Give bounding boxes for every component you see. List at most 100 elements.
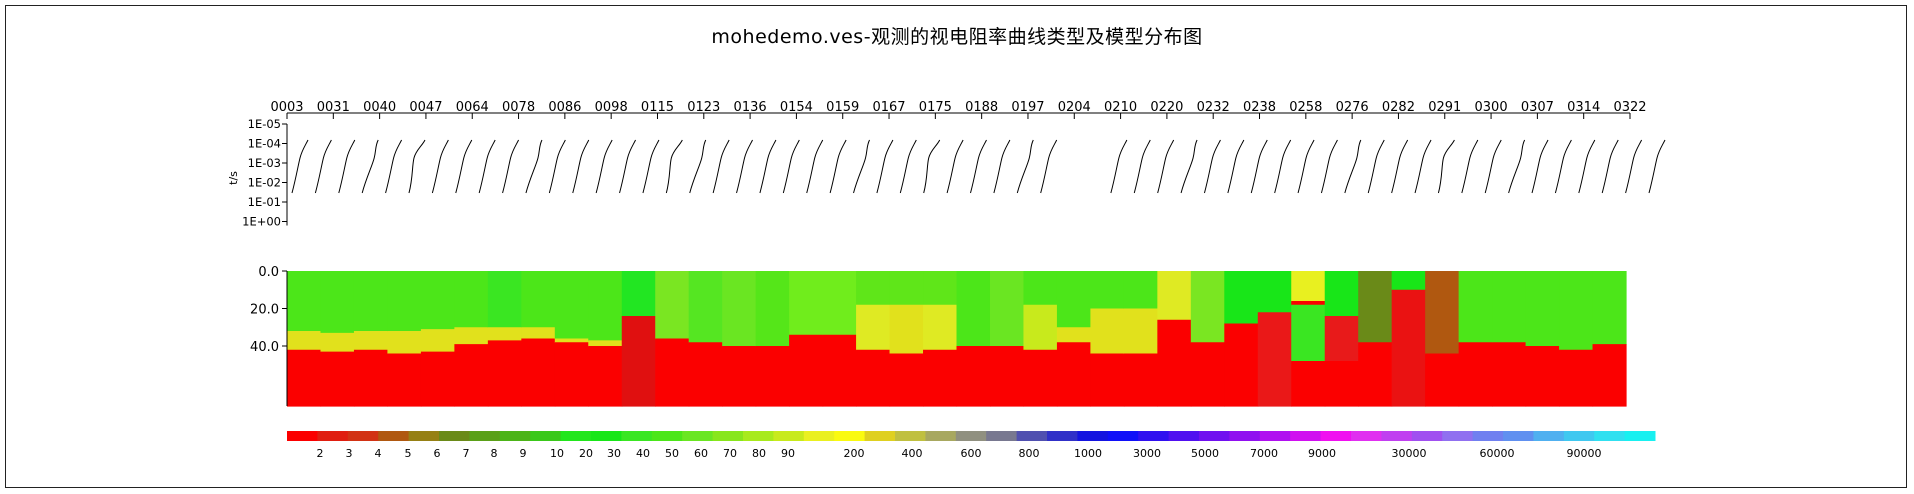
model-cell: [1391, 271, 1426, 291]
sounding-curve: [970, 139, 987, 194]
model-cell: [889, 353, 924, 407]
legend-swatch: [591, 431, 622, 441]
legend-swatch: [1199, 431, 1230, 441]
model-cell: [856, 349, 891, 407]
model-cell: [889, 271, 924, 306]
sounding-curve: [1250, 139, 1268, 194]
sounding-curve: [1157, 139, 1175, 194]
legend-label: 200: [844, 447, 865, 460]
model-cell: [287, 271, 322, 332]
model-cell: [1190, 342, 1225, 407]
time-tick-label: 1E-02: [248, 176, 281, 190]
station-label: 0086: [548, 100, 581, 115]
model-cell: [1224, 271, 1259, 325]
model-cell: [287, 331, 322, 351]
sounding-curve: [1437, 139, 1455, 194]
legend-swatch: [1351, 431, 1382, 441]
sounding-curve: [1133, 139, 1151, 194]
sounding-curve: [1625, 139, 1643, 194]
model-cell: [487, 327, 522, 341]
model-cell: [454, 271, 489, 328]
legend-swatch: [1107, 431, 1139, 441]
model-cell: [1291, 271, 1326, 302]
legend-label: 80: [752, 447, 766, 460]
legend-swatch: [560, 431, 592, 441]
sounding-curve: [923, 139, 941, 194]
legend-label: 60: [694, 447, 708, 460]
legend-swatch: [1290, 431, 1322, 441]
model-cell: [1023, 349, 1058, 407]
model-cell: [1056, 342, 1091, 407]
model-cell: [454, 344, 489, 407]
model-cell: [923, 304, 958, 351]
sounding-curve: [455, 139, 473, 194]
model-cell: [1358, 271, 1393, 343]
model-cell: [755, 346, 790, 407]
model-cell: [487, 271, 522, 328]
model-cell: [320, 351, 355, 407]
legend-label: 9000: [1308, 447, 1336, 460]
chart-frame: [5, 5, 1907, 488]
time-tick-label: 1E-03: [248, 156, 281, 170]
model-cell: [353, 271, 389, 332]
station-label: 0167: [872, 100, 905, 115]
model-cell: [1157, 271, 1192, 321]
model-cell: [989, 271, 1025, 347]
legend-swatch: [712, 431, 744, 441]
legend-swatch: [439, 431, 470, 441]
legend-label: 30000: [1392, 447, 1427, 460]
model-cell: [1257, 271, 1292, 313]
legend-label: 60000: [1480, 447, 1515, 460]
model-cell: [1224, 323, 1259, 407]
legend-swatch: [530, 431, 562, 441]
model-cell: [822, 334, 857, 407]
depth-tick-label: 0.0: [258, 265, 279, 280]
sounding-curve: [642, 139, 660, 194]
model-cell: [588, 271, 623, 341]
model-cell: [1056, 327, 1091, 343]
model-cell: [554, 271, 589, 340]
sounding-curve: [1040, 139, 1058, 194]
time-tick-label: 1E-01: [248, 195, 281, 209]
legend-swatch: [378, 431, 410, 441]
sounding-curve: [736, 139, 753, 194]
model-cell: [420, 271, 455, 330]
legend-label: 90000: [1567, 447, 1602, 460]
sounding-curve: [548, 139, 566, 194]
station-label: 0322: [1613, 100, 1646, 115]
sounding-curve: [1227, 139, 1245, 194]
legend-label: 2: [317, 447, 324, 460]
sounding-curve: [1531, 139, 1549, 194]
model-cell: [387, 271, 422, 332]
model-cell: [1559, 349, 1594, 407]
sounding-curve: [759, 139, 777, 194]
sounding-curve: [993, 139, 1011, 194]
legend-swatch: [651, 431, 683, 441]
sounding-curve: [1016, 139, 1034, 194]
station-label: 0282: [1382, 100, 1415, 115]
sounding-curve: [385, 139, 403, 194]
model-cell: [353, 331, 389, 351]
sounding-curve: [1110, 139, 1128, 194]
sounding-curve: [1414, 139, 1432, 194]
station-label: 0204: [1058, 100, 1091, 115]
sounding-curve: [1484, 139, 1502, 194]
time-axis-label: t/s: [227, 171, 240, 185]
model-cell: [1056, 271, 1091, 328]
station-label: 0210: [1104, 100, 1137, 115]
model-cell: [1324, 361, 1359, 407]
sounding-curve: [1461, 139, 1479, 194]
station-label: 0258: [1289, 100, 1322, 115]
model-cell: [1425, 271, 1460, 355]
model-cell: [923, 349, 958, 407]
model-cell: [722, 271, 757, 347]
sounding-curve: [899, 139, 917, 194]
sounding-curve: [314, 139, 332, 194]
sounding-curve: [478, 139, 496, 194]
model-cell: [1090, 353, 1125, 407]
legend-swatch: [1320, 431, 1352, 441]
sounding-curve: [619, 139, 636, 194]
model-cell: [1324, 316, 1359, 362]
sounding-curve: [806, 139, 824, 194]
sounding-curve: [502, 139, 520, 194]
